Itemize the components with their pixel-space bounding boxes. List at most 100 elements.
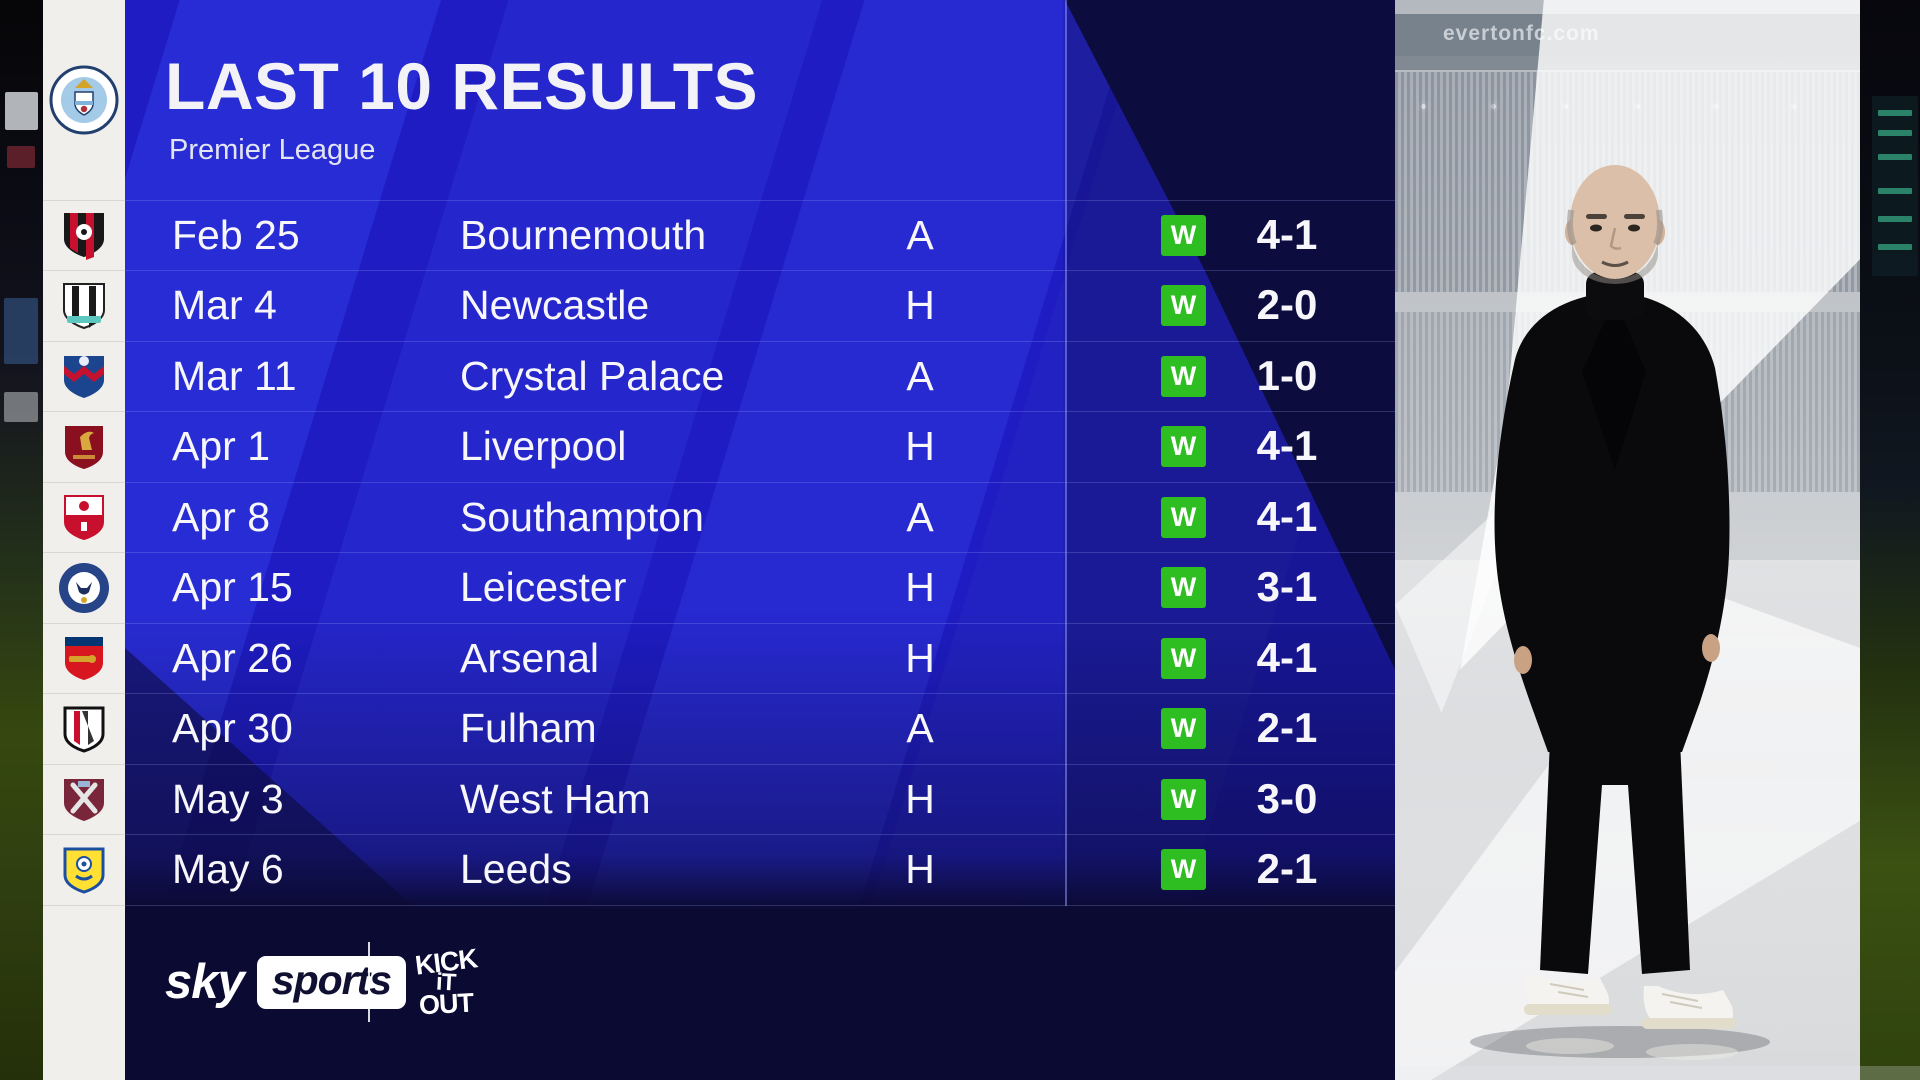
- crest-liverpool-icon: [56, 419, 112, 475]
- match-venue: A: [906, 212, 934, 258]
- row-separator: [125, 341, 1395, 342]
- match-opponent: Bournemouth: [460, 212, 707, 258]
- match-score: 4-1: [1256, 634, 1318, 681]
- match-venue: H: [905, 846, 935, 892]
- match-opponent: Leicester: [460, 564, 627, 610]
- table-row: Apr 15 Leicester H W 3-1: [125, 552, 1395, 622]
- video-edge-right: [1860, 0, 1920, 1080]
- row-separator: [125, 905, 1395, 906]
- match-score: 1-0: [1256, 352, 1318, 399]
- crest-rail: [43, 0, 125, 1080]
- table-row: Apr 1 Liverpool H W 4-1: [125, 411, 1395, 481]
- logo-divider: [368, 942, 370, 1022]
- crest-west-ham-icon: [56, 771, 112, 827]
- video-fragment: [7, 146, 35, 168]
- row-separator: [125, 764, 1395, 765]
- table-row: Mar 4 Newcastle H W 2-0: [125, 270, 1395, 340]
- crest-leicester-icon: [56, 560, 112, 616]
- row-separator: [125, 270, 1395, 271]
- result-badge: W: [1161, 708, 1206, 749]
- match-venue: H: [905, 635, 935, 681]
- crest-newcastle-icon: [56, 278, 112, 334]
- page-title: LAST 10 RESULTS: [165, 49, 759, 123]
- rail-separator: [43, 834, 125, 835]
- result-badge: W: [1161, 497, 1206, 538]
- rail-separator: [43, 270, 125, 271]
- match-score: 3-1: [1256, 563, 1318, 610]
- footer-logos: sky sports KICK iT OUT: [125, 930, 1395, 1060]
- match-date: May 6: [172, 846, 284, 892]
- row-separator: [125, 693, 1395, 694]
- match-venue: H: [905, 282, 935, 328]
- match-date: Mar 4: [172, 282, 277, 328]
- match-venue: A: [906, 705, 934, 751]
- match-venue: A: [906, 494, 934, 540]
- match-date: Apr 1: [172, 423, 270, 469]
- row-separator: [125, 623, 1395, 624]
- rail-separator: [43, 693, 125, 694]
- match-opponent: Southampton: [460, 494, 704, 540]
- match-date: Mar 11: [172, 353, 297, 399]
- sky-logo-text: sky: [165, 955, 245, 1009]
- match-opponent: Liverpool: [460, 423, 627, 469]
- match-opponent: West Ham: [460, 776, 651, 822]
- match-date: Apr 30: [172, 705, 293, 751]
- result-badge: W: [1161, 779, 1206, 820]
- crest-bournemouth-icon: [56, 207, 112, 263]
- sports-logo-text: sports: [271, 956, 392, 1003]
- video-fragment: [5, 92, 38, 130]
- row-separator: [125, 411, 1395, 412]
- match-opponent: Fulham: [460, 705, 597, 751]
- result-badge: W: [1161, 285, 1206, 326]
- kick-it-out-line: OUT: [418, 987, 474, 1021]
- rail-separator: [43, 341, 125, 342]
- sports-logo-box: sports: [256, 955, 407, 1009]
- kick-it-out-logo: KICK iT OUT: [397, 934, 495, 1032]
- crest-southampton-icon: [56, 489, 112, 545]
- match-venue: H: [905, 776, 935, 822]
- match-score: 2-0: [1256, 281, 1318, 328]
- rail-separator: [43, 482, 125, 483]
- table-row: Apr 8 Southampton A W 4-1: [125, 482, 1395, 552]
- video-fragment: [4, 298, 38, 364]
- result-badge: W: [1161, 638, 1206, 679]
- page-subtitle: Premier League: [169, 134, 376, 166]
- rail-separator: [43, 411, 125, 412]
- rail-separator: [43, 764, 125, 765]
- result-badge: W: [1161, 567, 1206, 608]
- match-opponent: Newcastle: [460, 282, 650, 328]
- video-scoreboard-fragment: [1872, 96, 1918, 276]
- match-venue: H: [905, 423, 935, 469]
- table-row: Mar 11 Crystal Palace A W 1-0: [125, 341, 1395, 411]
- row-separator: [125, 200, 1395, 201]
- match-date: Feb 25: [172, 212, 300, 258]
- result-badge: W: [1161, 215, 1206, 256]
- video-fragment: [4, 392, 38, 422]
- match-score: 4-1: [1256, 211, 1318, 258]
- match-opponent: Crystal Palace: [460, 353, 725, 399]
- row-separator: [125, 834, 1395, 835]
- table-row: Apr 30 Fulham A W 2-1: [125, 693, 1395, 763]
- match-date: May 3: [172, 776, 284, 822]
- match-date: Apr 8: [172, 494, 270, 540]
- crest-arsenal-icon: [56, 630, 112, 686]
- floor-edge-highlight: [1395, 1066, 1920, 1080]
- crest-manchester-city-icon: [48, 64, 120, 136]
- rail-separator: [43, 200, 125, 201]
- row-separator: [125, 482, 1395, 483]
- table-row: Apr 26 Arsenal H W 4-1: [125, 623, 1395, 693]
- crest-fulham-icon: [56, 701, 112, 757]
- crest-crystal-palace-icon: [56, 348, 112, 404]
- rail-separator: [43, 905, 125, 906]
- manager-photo: [1470, 165, 1770, 1060]
- result-badge: W: [1161, 356, 1206, 397]
- column-divider: [1065, 0, 1067, 906]
- match-score: 3-0: [1256, 775, 1318, 822]
- match-date: Apr 26: [172, 635, 293, 681]
- match-score: 2-1: [1256, 845, 1318, 892]
- match-opponent: Arsenal: [460, 635, 600, 681]
- photo-panel: evertonfc.com: [1395, 0, 1860, 1080]
- match-venue: H: [905, 564, 935, 610]
- results-panel: LAST 10 RESULTS Premier League Feb 25 Bo…: [125, 0, 1395, 1080]
- table-row: May 6 Leeds H W 2-1: [125, 834, 1395, 904]
